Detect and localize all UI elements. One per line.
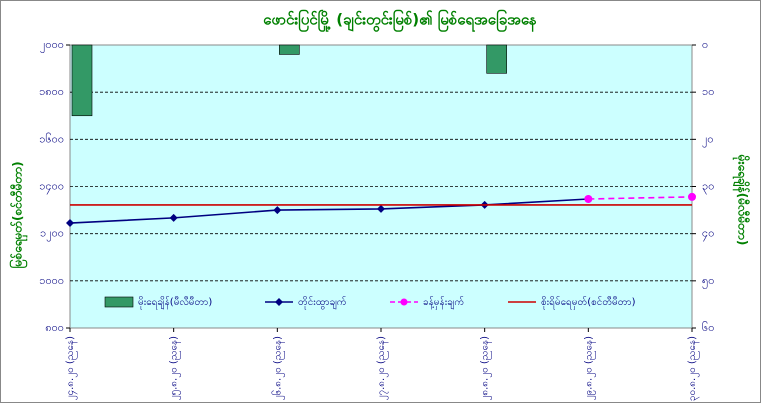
x-tick-label: ၂၅.၈.၂၀ (ညနေ) xyxy=(169,336,182,400)
legend-label: စိုးရိမ်ရေမှတ်(စင်တီမီတာ) xyxy=(541,295,636,310)
y2-tick-label: ၃၀ xyxy=(702,180,714,195)
x-tick-label: ၂၆.၈.၂၀ (ညနေ) xyxy=(270,336,285,400)
x-tick-label: ၂၈.၈.၂၀ (ညနေ) xyxy=(480,336,493,401)
legend-marker xyxy=(400,298,408,306)
marker xyxy=(273,206,282,215)
y2-tick-label: ၀ xyxy=(702,38,708,51)
legend-label: မိုးရေချိန်(မီလီမီတာ) xyxy=(138,295,212,310)
marker xyxy=(377,204,385,213)
legend-label: ခန့်မှန်းချက် xyxy=(423,295,464,310)
y2-axis-title: မိုးရေချိန်(မီလီမီတာ) xyxy=(732,154,752,246)
legend-label: တိုင်းထွာချက် xyxy=(298,295,347,310)
marker xyxy=(688,192,696,201)
x-tick-label: ၂၇.၈.၂၀ (ညနေ) xyxy=(376,336,389,400)
y2-tick-label: ၄၀ xyxy=(702,227,714,242)
marker xyxy=(66,219,74,228)
x-tick-label: ၂၉.၈.၂၀ (ညနေ) xyxy=(583,336,596,400)
marker xyxy=(584,194,593,203)
marker xyxy=(169,213,178,222)
line xyxy=(69,198,589,224)
bar xyxy=(486,44,507,74)
y-tick-label: ၁၆၀၀ xyxy=(39,132,64,145)
bar xyxy=(71,44,93,117)
y2-tick-label: ၁၀ xyxy=(702,85,714,98)
y-tick-label: ၁၂၀၀ xyxy=(40,227,64,242)
legend-marker xyxy=(275,298,283,306)
x-tick-label: ၂၄.၈.၂၀ (ညနေ) xyxy=(65,336,78,400)
y2-tick-label: ၆၀ xyxy=(702,321,714,334)
y-tick-label: ၂၀၀၀ xyxy=(40,38,64,53)
y-axis-title: မြစ်ရေမှတ်(စင်တီမီတာ) xyxy=(8,161,29,268)
y2-tick-label: ၅၀ xyxy=(702,274,714,289)
legend-swatch xyxy=(104,296,134,308)
bar xyxy=(279,44,300,55)
y2-tick-label: ၂၀ xyxy=(702,132,714,147)
line xyxy=(588,196,693,200)
x-tick-label: ၃၀.၈.၂၀ (ညနေ) xyxy=(687,336,700,401)
y-tick-label: ၁၈၀၀ xyxy=(39,85,64,98)
y-tick-label: ၁၀၀၀ xyxy=(39,274,64,287)
y-tick-label: ၈၀၀ xyxy=(45,321,64,334)
y-tick-label: ၁၄၀၀ xyxy=(39,180,64,195)
